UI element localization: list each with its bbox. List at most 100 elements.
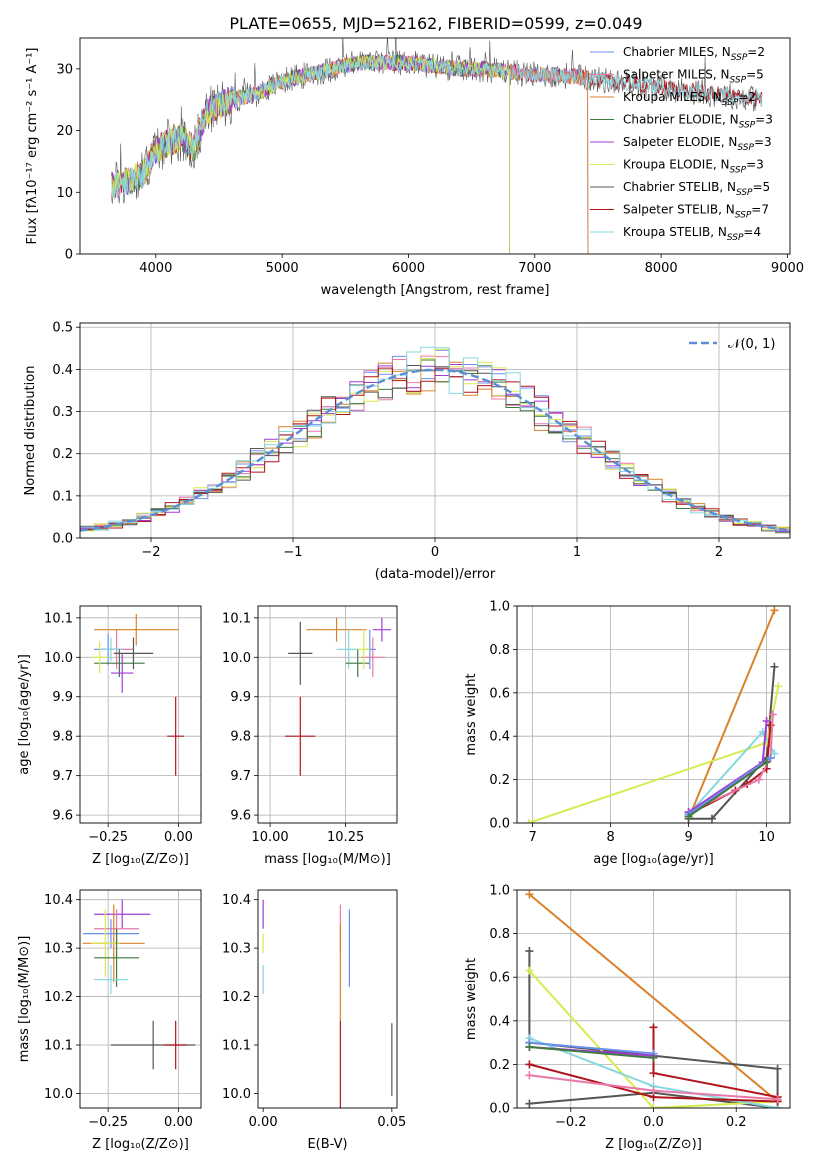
panel-massweight_vs_age: 7 8 9 10 0.0 0.2 0.4 0.6 0.8 1.0 age [log₁₀(age/yr… <box>464 600 791 867</box>
x-tick-label: 10 <box>758 830 775 845</box>
spectrum-salpeter_miles <box>111 53 589 254</box>
y-axis-label: mass weight <box>464 958 479 1040</box>
y-tick-label: 9.8 <box>52 730 73 745</box>
y-tick-label: 0.4 <box>489 730 510 745</box>
axes-frame <box>516 605 791 824</box>
legend-label-main: Salpeter MILES, N <box>623 68 730 82</box>
axes-frame <box>79 605 202 824</box>
y-axis-label: Normed distribution <box>23 366 38 496</box>
y-tick-label: 20 <box>56 124 73 139</box>
y-tick-label: 0.4 <box>52 363 73 378</box>
x-axis-label: (data-model)/error <box>375 567 496 582</box>
histogram-chabrier_stelib <box>80 365 790 532</box>
x-tick-label: 4000 <box>139 261 172 276</box>
massweight-marker-kroupa_miles <box>770 606 779 615</box>
x-tick-label: 9 <box>684 830 692 845</box>
x-tick-label: −0.2 <box>555 1115 587 1130</box>
errorbar-point-chabrier_stelib <box>113 637 154 670</box>
x-tick-label: 2 <box>715 545 723 560</box>
panels: 4000 5000 6000 7000 8000 90000102030wavelengt… <box>17 37 804 1152</box>
x-axis-label: E(B-V) <box>307 1137 347 1152</box>
x-tick-label: 5000 <box>266 261 299 276</box>
massweight-marker-kroupa_elodie <box>525 966 534 975</box>
legend-label-suffix: =5 <box>753 180 771 194</box>
errorbar-point-salpeter_stelib <box>164 1020 187 1070</box>
massweight-marker-kroupa_stelib <box>770 749 779 758</box>
errorbar-point-kroupa_elodie <box>357 629 370 670</box>
y-tick-label: 0.3 <box>52 405 73 420</box>
legend-label-main: Chabrier ELODIE, N <box>623 113 739 127</box>
legend-label-sub: SSP <box>735 211 752 221</box>
y-tick-label: 9.9 <box>230 690 251 705</box>
x-axis-label: mass [log₁₀(M/M⊙)] <box>264 852 391 867</box>
plot-area-mass_vs_Z <box>82 899 196 1070</box>
x-tick-label: 10.00 <box>251 830 288 845</box>
plot-area-age_vs_mass <box>285 617 391 776</box>
axes-frame <box>257 889 398 1109</box>
massweight-marker-chabrier_elodie <box>762 758 771 767</box>
legend-label-salpeter_elodie: Salpeter ELODIE, NSSP=3 <box>623 135 772 153</box>
errorbar-point-salpeter_stelib <box>285 696 316 776</box>
y-tick-label: 1.0 <box>489 600 510 615</box>
x-tick-label: 0.00 <box>164 830 193 845</box>
legend-label-chabrier_stelib: Chabrier STELIB, NSSP=5 <box>623 180 770 198</box>
massweight-line-kroupa_miles <box>687 609 776 820</box>
histogram-kroupa_elodie <box>80 348 790 532</box>
y-tick-label: 9.9 <box>52 690 73 705</box>
x-tick-label: 0.05 <box>377 1115 406 1130</box>
errorbar-point-kroupa_miles <box>94 613 179 646</box>
x-tick-label: 0.2 <box>726 1115 747 1130</box>
massweight-line-salpeter_elodie <box>688 720 768 813</box>
legend-label-main: Chabrier MILES, N <box>623 45 731 59</box>
y-tick-label: 10.1 <box>222 611 251 626</box>
legend-label-suffix: =7 <box>751 203 769 217</box>
spectrum-kroupa_miles <box>111 53 589 254</box>
x-tick-label: 9000 <box>771 261 804 276</box>
legend-label-suffix: =3 <box>754 135 772 149</box>
massweight-marker-kroupa_miles <box>525 890 534 899</box>
errorbar-point-salpeter_miles <box>360 637 385 678</box>
massweight-marker-salpeter_miles <box>754 775 763 784</box>
x-tick-label: −0.25 <box>88 830 128 845</box>
plot-area-mass_vs_ebv <box>262 899 393 1108</box>
y-tick-label: 9.6 <box>52 809 73 824</box>
legend-label-suffix: =5 <box>746 68 764 82</box>
y-tick-label: 0.8 <box>489 643 510 658</box>
y-axis-label: age [log₁₀(age/yr)] <box>17 654 32 775</box>
x-axis-label: Z [log₁₀(Z/Z⊙)] <box>92 852 189 867</box>
legend-label-main: Chabrier STELIB, N <box>623 180 736 194</box>
legend-label-sub: SSP <box>736 188 753 198</box>
y-tick-label: 0.2 <box>489 1058 510 1073</box>
legend-label-kroupa_stelib: Kroupa STELIB, NSSP=4 <box>623 225 761 243</box>
x-tick-label: 8000 <box>645 261 678 276</box>
spectrum-chabrier_miles <box>111 53 589 254</box>
y-tick-label: 10.0 <box>222 651 251 666</box>
x-tick-label: −0.25 <box>88 1115 128 1130</box>
y-tick-label: 10.0 <box>44 1087 73 1102</box>
y-axis-label: Flux [fλ10⁻¹⁷ erg cm⁻² s⁻¹ A⁻¹] <box>25 48 40 245</box>
legend-label-main: Kroupa ELODIE, N <box>623 158 730 172</box>
axes-frame <box>79 37 791 255</box>
legend-label-sub: SSP <box>730 76 747 86</box>
y-tick-label: 9.6 <box>230 809 251 824</box>
massweight-marker-kroupa_elodie <box>649 1104 658 1108</box>
massweight-line-chabrier_elodie <box>529 1046 654 1059</box>
plot-area-residuals <box>80 346 790 534</box>
y-tick-label: 1.0 <box>489 884 510 899</box>
panel-spectrum: 4000 5000 6000 7000 8000 9000 0 10 20 30 wavelengt… <box>25 37 804 298</box>
histogram-kroupa_stelib <box>80 346 790 531</box>
legend-label-sub: SSP <box>737 143 754 153</box>
y-tick-label: 10.4 <box>44 893 73 908</box>
panel-mass_vs_Z: −0.25 0.00 10.0 10.1 10.2 10.3 10.4 Z [log₁₀(Z/… <box>17 889 202 1152</box>
y-tick-label: 0.0 <box>52 532 73 547</box>
y-tick-label: 0.2 <box>52 447 73 462</box>
massweight-line-kroupa_miles <box>528 893 779 1103</box>
x-axis-label: wavelength [Angstrom, rest frame] <box>321 283 550 298</box>
massweight-marker-chabrier_stelib <box>770 662 779 671</box>
legend-label-sub: SSP <box>739 121 756 131</box>
axes-frame <box>257 605 398 824</box>
massweight-line-chabrier_stelib <box>528 951 779 1108</box>
errorbar-point-kroupa_stelib <box>99 637 123 662</box>
errorbar-point-kroupa_miles <box>306 617 367 642</box>
